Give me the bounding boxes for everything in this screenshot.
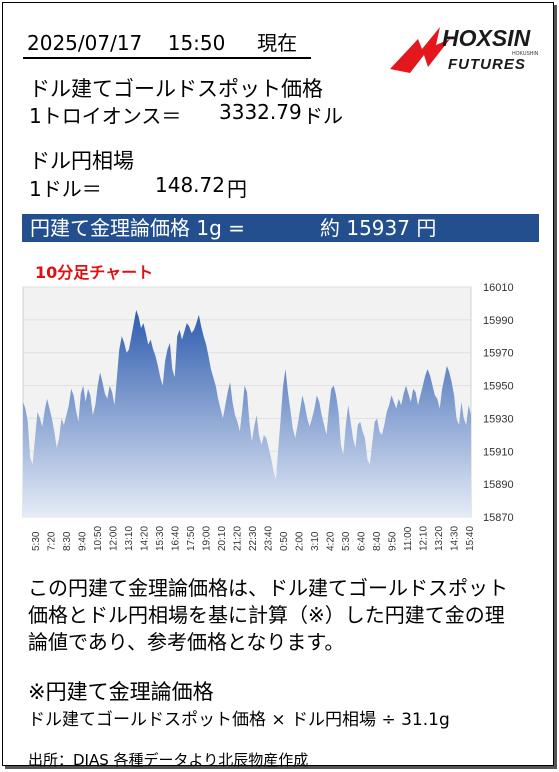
timestamp-time: 15:50 [167,31,226,55]
fx-currency: 円 [227,177,247,201]
gold-unit: 1トロイオンス＝ [29,104,182,128]
theoretical-price-banner: 円建て金理論価格 1g = 約 15937 円 [22,214,539,242]
x-tick-label: 20:10 [217,526,228,551]
y-tick-label: 15950 [483,381,514,393]
description-line-2: 価格とドル円相場を基に計算（※）した円建て金の理 [28,603,505,627]
x-tick-label: 8:40 [372,531,383,551]
hoxsin-logo: HOXSIN HOKUSHIN FUTURES [388,17,548,77]
x-tick-label: 9:50 [388,531,399,551]
x-tick-label: 16:40 [171,526,182,551]
description-line-1: この円建て金理論価格は、ドル建てゴールドスポット [28,576,508,600]
chart-title: 10分足チャート [35,263,154,282]
gold-currency: ドル [303,104,343,128]
y-tick-label: 15930 [483,413,514,425]
x-tick-label: 23:40 [264,526,275,551]
x-tick-label: 22:30 [248,526,259,551]
x-tick-label: 14:30 [450,526,461,551]
logo-sub-text: FUTURES [448,56,526,73]
x-tick-label: 15:40 [465,526,476,551]
source-note: 出所：DIAS 各種データより北辰物産作成 [28,751,309,769]
timestamp: 2025/07/17 15:50 現在 [23,27,312,59]
x-tick-label: 7:20 [47,531,58,551]
price-chart: 15870 15890 15910 15930 15950 15970 15990 16010… [22,282,514,551]
gold-label: ドル建てゴールドスポット価格 [29,77,323,101]
timestamp-date: 2025/07/17 [27,31,143,55]
x-tick-label: 6:40 [357,531,368,551]
logo-red-swoosh [390,27,450,73]
x-tick-label: 4:20 [326,531,337,551]
x-tick-label: 2:00 [295,531,306,551]
y-tick-label: 15990 [483,315,514,327]
y-tick-label: 16010 [483,282,514,294]
x-tick-label: 13:20 [434,526,445,551]
y-tick-label: 15910 [483,446,514,458]
timestamp-suffix: 現在 [257,31,298,55]
x-tick-label: 11:00 [403,526,414,551]
banner-label: 円建て金理論価格 1g = [30,216,245,240]
x-tick-label: 8:30 [62,531,73,551]
logo-brand-text: HOXSIN [442,25,531,51]
x-tick-label: 17:50 [186,526,197,551]
logo-small-text: HOKUSHIN [512,51,539,57]
y-tick-label: 15870 [483,512,514,524]
x-tick-label: 5:30 [341,531,352,551]
y-tick-label: 15970 [483,348,514,360]
banner-value: 約 15937 円 [320,216,437,240]
x-tick-label: 5:30 [31,531,42,551]
x-tick-label: 0:50 [279,531,290,551]
y-tick-label: 15890 [483,479,514,491]
x-tick-label: 19:00 [202,526,213,551]
x-tick-label: 21:20 [233,526,244,551]
fx-value: 148.72 [155,173,225,197]
x-tick-label: 10:50 [93,526,104,551]
fx-unit: 1ドル＝ [29,177,102,201]
x-tick-label: 15:30 [155,526,166,551]
price-area [23,310,471,517]
description-line-3: 論値であり、参考価格となります。 [28,630,345,654]
formula: ドル建てゴールドスポット価格 × ドル円相場 ÷ 31.1g [28,710,450,730]
x-tick-label: 12:00 [109,526,120,551]
x-tick-label: 9:40 [78,531,89,551]
x-tick-label: 12:10 [419,526,430,551]
fx-label: ドル円相場 [29,149,134,173]
x-tick-label: 14:20 [140,526,151,551]
description: この円建て金理論価格は、ドル建てゴールドスポット 価格とドル円相場を基に計算（※… [28,575,548,656]
formula-title: ※円建て金理論価格 [28,680,214,704]
gold-value: 3332.79 [219,100,302,124]
x-tick-label: 13:10 [124,526,135,551]
x-tick-label: 3:10 [310,531,321,551]
